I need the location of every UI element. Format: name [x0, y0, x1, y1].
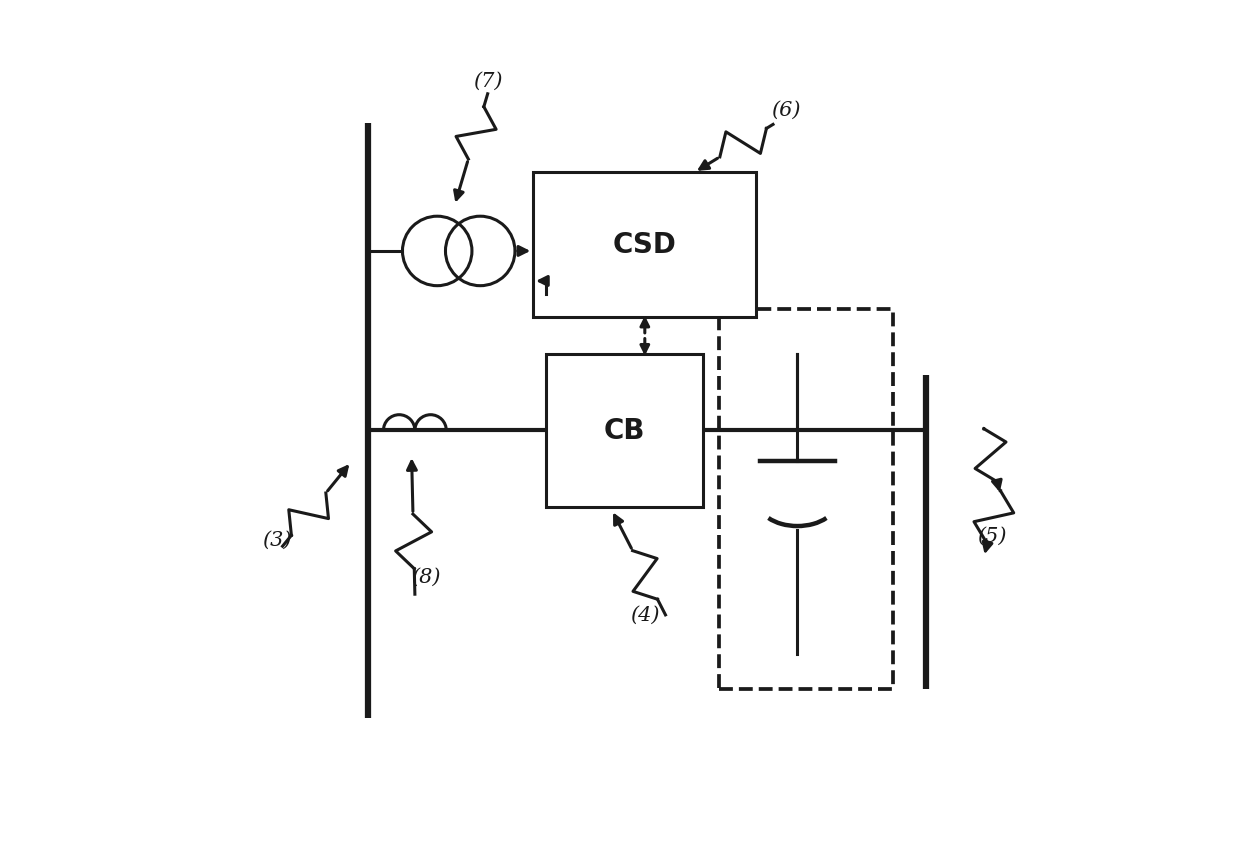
Text: (7): (7): [472, 71, 502, 91]
Text: (8): (8): [410, 569, 440, 587]
Text: (5): (5): [977, 526, 1007, 546]
Text: (3): (3): [262, 531, 291, 550]
Bar: [533, 172, 756, 317]
Text: (4): (4): [630, 606, 660, 624]
Bar: [719, 309, 893, 690]
Text: CB: CB: [604, 417, 645, 445]
Text: CSD: CSD: [613, 230, 677, 259]
Bar: [546, 354, 703, 507]
Text: (6): (6): [771, 101, 800, 119]
